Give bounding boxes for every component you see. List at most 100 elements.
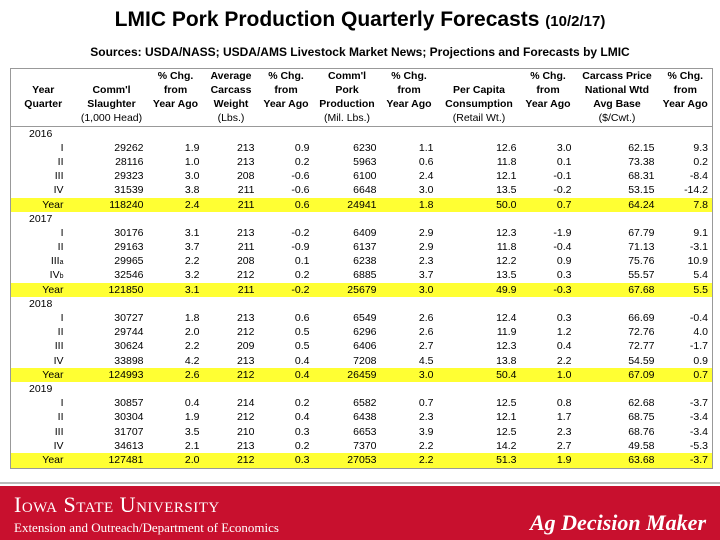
cell: 24941 [313, 197, 381, 213]
column-header: Year Ago [386, 97, 432, 110]
cell: 213 [236, 155, 255, 168]
column-header [11, 69, 76, 84]
annual-row: Year 124993 2.6 212 0.4 26459 3.0 50.4 1.0 67.09 0… [10, 368, 713, 383]
cell: 212 [236, 411, 255, 424]
cell: -0.6 [291, 170, 310, 183]
cell: 0.3 [258, 453, 314, 468]
cell: 0.3 [556, 269, 572, 282]
quarter-row: I 29262 1.9 213 0.9 6230 1.1 12.6 3.0 62.15 9.3 [11, 141, 713, 155]
column-header: % Chg. [157, 69, 194, 82]
cell: 5.4 [693, 269, 708, 282]
cell: 0.5 [294, 326, 310, 339]
cell: 5.5 [658, 283, 713, 298]
column-header: Year [32, 83, 55, 96]
cell: 29965 [114, 255, 144, 268]
column-header [76, 69, 148, 84]
cell: 29744 [114, 326, 144, 339]
unit-label: ($/Cwt.) [575, 111, 659, 127]
cell: 13.5 [496, 269, 517, 282]
table-body: 2016 I 29262 1.9 213 0.9 6230 1.1 12.6 3.0 62.15 9.… [10, 127, 713, 468]
column-header: Comm'l [92, 83, 131, 96]
cell: 34613 [114, 439, 144, 452]
unit-label [658, 111, 713, 127]
cell: 6582 [353, 397, 377, 410]
row-label: IIIa [11, 255, 76, 269]
column-header: % Chg. [530, 69, 566, 82]
cell: 31707 [114, 425, 144, 438]
column-header: Slaughter [87, 97, 136, 110]
annual-row: Year 127481 2.0 212 0.3 27053 2.2 51.3 1.9 63.68-… [10, 453, 713, 468]
quarter-row: II 30304 1.9 212 0.4 6438 2.3 12.1 1.7 68.75 -3.4 [11, 411, 713, 425]
cell: 30857 [114, 397, 144, 410]
unit-label [520, 111, 576, 127]
cell: 208 [236, 255, 255, 268]
column-header: % Chg. [667, 69, 704, 82]
cell: 2.2 [184, 340, 200, 353]
row-label: Year [10, 368, 76, 383]
quarter-row: IVb 32546 3.2 212 0.2 6885 3.7 13.5 0.3 55.57 5.4 [11, 269, 713, 283]
row-label-text: Year [42, 283, 64, 296]
column-header: Year Ago [662, 97, 708, 110]
cell: 30176 [114, 226, 144, 239]
column-header: Year Ago [525, 97, 571, 110]
cell: 75.76 [628, 255, 655, 268]
cell: 0.4 [184, 397, 200, 410]
cell: 62.68 [628, 397, 655, 410]
cell: -0.1 [553, 170, 572, 183]
cell: 4.5 [418, 354, 434, 367]
cell: -1.9 [553, 226, 572, 239]
cell: 11.9 [496, 326, 517, 339]
quarter-row: III 29323 3.0 208 -0.6 6100 2.4 12.1 -0.1 68.31 -8… [11, 170, 713, 184]
row-note: b [59, 272, 64, 280]
cell: 66.69 [628, 312, 655, 325]
cell: 212 [203, 453, 259, 468]
units-row: (1,000 Head) (Lbs.) (Mil. Lbs.) (Retail Wt.… [10, 111, 713, 127]
column-header: Average [210, 69, 252, 82]
cell: 71.13 [628, 241, 655, 254]
cell: 0.7 [658, 368, 713, 383]
cell: 2.6 [418, 312, 434, 325]
cell: 13.5 [496, 184, 517, 197]
cell: 208 [236, 170, 255, 183]
cell: 0.1 [556, 155, 572, 168]
row-label-text: II [57, 241, 64, 254]
column-header [438, 69, 521, 84]
year-row: 2017 [11, 212, 713, 226]
cell: 2.1 [184, 439, 200, 452]
cell: 50.4 [437, 368, 521, 383]
divider [0, 482, 720, 484]
row-label-text: II [57, 326, 64, 339]
cell: 213 [236, 226, 255, 239]
cell: 6406 [353, 340, 377, 353]
cell: 12.4 [496, 312, 517, 325]
cell: -0.2 [291, 226, 310, 239]
row-label: Year [10, 197, 76, 213]
column-header: Year Ago [263, 97, 309, 110]
row-label: III [11, 340, 76, 354]
row-label: I [11, 397, 76, 411]
row-label: IV [11, 354, 76, 368]
cell: 213 [236, 354, 255, 367]
cell: 211 [203, 283, 259, 298]
cell: 212 [236, 326, 255, 339]
cell: 63.68 [575, 453, 659, 468]
cell: 12.3 [496, 340, 517, 353]
cell: 0.7 [520, 197, 576, 213]
cell: 12.1 [496, 170, 517, 183]
cell: 0.6 [418, 155, 434, 168]
cell: 11.8 [496, 241, 517, 254]
row-label-text: I [60, 226, 64, 239]
cell: 0.9 [294, 141, 310, 154]
cell: 6885 [353, 269, 377, 282]
cell: -3.4 [689, 425, 708, 438]
cell: 0.2 [693, 155, 708, 168]
cell: 53.15 [628, 184, 655, 197]
cell: 55.57 [628, 269, 655, 282]
department: Extension and Outreach/Department of Eco… [14, 520, 279, 535]
cell: 6137 [353, 241, 377, 254]
cell: 2.3 [418, 411, 434, 424]
cell: 2.6 [418, 326, 434, 339]
row-label-text: II [57, 155, 64, 168]
cell: -0.4 [689, 312, 708, 325]
